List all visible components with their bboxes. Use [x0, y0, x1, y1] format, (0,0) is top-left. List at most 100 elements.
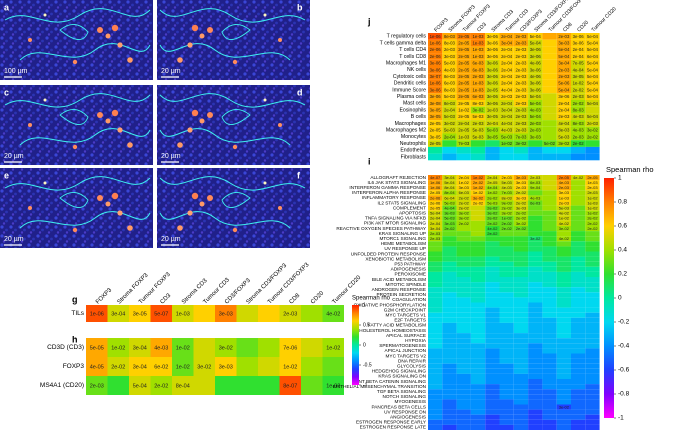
p-value: 3e-06	[573, 40, 585, 45]
heat-cell	[528, 140, 543, 147]
p-value: 8e-03	[444, 87, 456, 92]
heat-cell	[456, 307, 471, 313]
heat-cell	[485, 53, 500, 60]
heat-cell	[513, 328, 529, 334]
p-value: 5e-03	[444, 128, 456, 133]
heat-cell	[556, 113, 571, 121]
p-value: 2e-03	[530, 128, 542, 133]
heat-cell	[442, 120, 457, 127]
heat-cell	[279, 338, 301, 357]
row-label: P53 PATHWAY	[394, 261, 426, 266]
heat-cell	[442, 404, 457, 410]
heat-cell	[556, 353, 571, 359]
p-value: 2e-02	[573, 141, 585, 146]
heat-cell	[428, 261, 443, 267]
heat-cell	[470, 220, 486, 226]
heat-cell	[107, 338, 129, 357]
heat-cell	[585, 73, 600, 80]
p-value: 5e-03	[473, 128, 485, 133]
p-value: 3e-03	[516, 206, 527, 211]
heat-cell	[585, 312, 600, 318]
p-value: 3e-03	[444, 54, 456, 59]
p-value: 5e-04	[587, 87, 599, 92]
heat-cell	[556, 404, 571, 410]
p-value: 2e-02	[516, 190, 527, 195]
p-value: 2e-03	[501, 94, 513, 99]
heat-cell	[556, 424, 571, 430]
heat-cell	[499, 220, 514, 226]
row-label: SPERMATOGENESIS	[379, 343, 426, 348]
heat-cell	[571, 146, 586, 154]
heat-cell	[528, 113, 543, 121]
heat-cell	[571, 322, 586, 328]
heat-cell	[556, 205, 571, 211]
heat-cell	[499, 409, 514, 415]
p-value: 1e-03	[458, 134, 470, 139]
heat-cell	[499, 133, 514, 141]
p-value: 3e-06	[487, 81, 499, 86]
heat-cell	[456, 399, 471, 405]
heat-cell	[442, 133, 457, 141]
heat-cell	[571, 363, 586, 369]
heat-cell	[470, 59, 486, 67]
heat-cell	[279, 376, 301, 395]
p-value: 2e-05	[487, 180, 498, 185]
heat-cell	[428, 302, 443, 308]
row-label: UV RESPONSE UP	[384, 246, 426, 251]
heat-cell	[456, 226, 471, 232]
p-value: 6e-03	[530, 180, 541, 185]
heat-cell	[571, 328, 586, 334]
p-value: 1e-03	[487, 107, 499, 112]
column-label: FOXP3	[433, 17, 449, 33]
heat-cell	[499, 86, 514, 94]
heat-cell	[499, 120, 514, 127]
heat-cell	[528, 409, 543, 415]
heat-cell	[150, 357, 172, 376]
p-value: 3e-06	[430, 67, 442, 72]
heat-cell	[528, 363, 543, 369]
heat-cell	[556, 180, 571, 186]
heat-cell	[442, 373, 457, 379]
heat-cell	[485, 292, 500, 298]
heat-cell	[428, 180, 443, 186]
p-value: 2e-02	[459, 206, 470, 211]
heat-cell	[542, 106, 557, 114]
colorbar-title: Spearman rho	[606, 165, 654, 174]
heat-cell	[499, 404, 514, 410]
heat-cell	[236, 338, 258, 357]
heat-cell	[442, 185, 457, 191]
p-value: 4e-03	[573, 128, 585, 133]
heat-cell	[499, 66, 514, 74]
heat-cell	[485, 353, 500, 359]
heat-cell	[542, 368, 557, 374]
p-value: 2e-03	[530, 121, 542, 126]
heat-cell	[528, 175, 543, 181]
p-value: 2e-06	[430, 195, 441, 200]
heat-cell	[571, 33, 586, 40]
heat-cell	[542, 113, 557, 121]
p-value: 2e-02	[473, 200, 484, 205]
heat-cell	[470, 297, 486, 303]
p-value: 1e-02	[587, 211, 598, 216]
heat-cell	[528, 215, 543, 221]
p-value: 5e-03	[444, 94, 456, 99]
heat-cell	[513, 153, 529, 161]
heat-cell	[470, 113, 486, 121]
row-label: T cells gamma delta	[380, 40, 426, 46]
row-label: APOPTOSIS	[399, 210, 426, 215]
heat-cell	[456, 322, 471, 328]
heat-cell	[456, 379, 471, 385]
p-value: 5e-04	[587, 81, 599, 86]
heat-cell	[556, 246, 571, 252]
p-value: 4e-04	[501, 121, 513, 126]
p-value: 3e-04	[444, 175, 455, 180]
heat-cell	[442, 241, 457, 247]
p-value: 1e-02	[111, 345, 125, 351]
heat-cell	[556, 100, 571, 107]
p-value: 4e-04	[487, 185, 498, 190]
heat-cell	[499, 39, 514, 47]
p-value: 3e-02	[516, 221, 527, 226]
colorbar	[604, 178, 614, 418]
p-value: 2e-03	[515, 74, 527, 79]
p-value: 5e-04	[530, 40, 542, 45]
